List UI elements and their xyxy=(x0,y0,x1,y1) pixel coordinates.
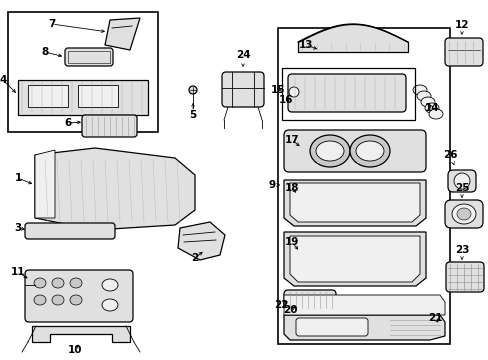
FancyBboxPatch shape xyxy=(25,223,115,239)
Ellipse shape xyxy=(52,278,64,288)
Polygon shape xyxy=(18,80,148,115)
Text: 2: 2 xyxy=(191,253,198,263)
Text: 13: 13 xyxy=(298,40,313,50)
Bar xyxy=(28,85,68,107)
Polygon shape xyxy=(289,183,419,222)
Text: 23: 23 xyxy=(454,245,468,255)
Text: 19: 19 xyxy=(284,237,299,247)
Ellipse shape xyxy=(349,135,389,167)
Text: 16: 16 xyxy=(278,95,293,105)
Text: 11: 11 xyxy=(11,267,25,277)
Polygon shape xyxy=(284,315,444,340)
FancyBboxPatch shape xyxy=(295,318,367,336)
Text: 24: 24 xyxy=(235,50,250,60)
FancyBboxPatch shape xyxy=(444,38,482,66)
Ellipse shape xyxy=(420,97,434,107)
Polygon shape xyxy=(35,150,55,218)
Bar xyxy=(282,68,414,120)
Text: 9: 9 xyxy=(268,180,275,190)
Ellipse shape xyxy=(70,295,82,305)
FancyBboxPatch shape xyxy=(447,170,475,192)
Ellipse shape xyxy=(424,103,438,113)
Polygon shape xyxy=(284,232,425,286)
Bar xyxy=(278,28,449,344)
Ellipse shape xyxy=(453,173,469,189)
Ellipse shape xyxy=(288,87,298,97)
Ellipse shape xyxy=(102,279,118,291)
FancyBboxPatch shape xyxy=(284,290,335,310)
Ellipse shape xyxy=(428,109,442,119)
Text: 7: 7 xyxy=(48,19,56,29)
Ellipse shape xyxy=(456,208,470,220)
Text: 6: 6 xyxy=(64,118,71,128)
Ellipse shape xyxy=(34,278,46,288)
Text: 22: 22 xyxy=(273,300,287,310)
Ellipse shape xyxy=(416,91,430,101)
Bar xyxy=(8,12,158,132)
Polygon shape xyxy=(35,148,195,230)
Text: 3: 3 xyxy=(14,223,21,233)
Ellipse shape xyxy=(34,295,46,305)
FancyBboxPatch shape xyxy=(25,270,133,322)
Text: 4: 4 xyxy=(0,75,7,85)
Polygon shape xyxy=(178,222,224,260)
Polygon shape xyxy=(105,18,140,50)
Bar xyxy=(68,51,110,63)
Polygon shape xyxy=(284,295,444,315)
FancyBboxPatch shape xyxy=(222,72,264,107)
Ellipse shape xyxy=(451,204,475,224)
FancyBboxPatch shape xyxy=(287,74,405,112)
FancyBboxPatch shape xyxy=(65,48,113,66)
Ellipse shape xyxy=(309,135,349,167)
Ellipse shape xyxy=(70,278,82,288)
Text: 25: 25 xyxy=(454,183,468,193)
FancyBboxPatch shape xyxy=(82,115,137,137)
Ellipse shape xyxy=(355,141,383,161)
Ellipse shape xyxy=(52,295,64,305)
Text: 1: 1 xyxy=(14,173,21,183)
Polygon shape xyxy=(32,326,130,342)
Ellipse shape xyxy=(189,86,197,94)
Ellipse shape xyxy=(412,85,426,95)
FancyBboxPatch shape xyxy=(445,262,483,292)
Polygon shape xyxy=(284,180,425,226)
Text: 15: 15 xyxy=(270,85,285,95)
Text: 21: 21 xyxy=(427,313,441,323)
Ellipse shape xyxy=(102,299,118,311)
Text: 8: 8 xyxy=(41,47,48,57)
Text: 14: 14 xyxy=(424,103,438,113)
Text: 10: 10 xyxy=(68,345,82,355)
Text: 26: 26 xyxy=(442,150,456,160)
Text: 12: 12 xyxy=(454,20,468,30)
Text: 17: 17 xyxy=(284,135,299,145)
Text: 20: 20 xyxy=(282,305,297,315)
Text: 18: 18 xyxy=(284,183,299,193)
FancyBboxPatch shape xyxy=(284,130,425,172)
Polygon shape xyxy=(289,236,419,282)
Bar xyxy=(78,85,118,107)
Text: 5: 5 xyxy=(189,110,196,120)
Ellipse shape xyxy=(315,141,343,161)
FancyBboxPatch shape xyxy=(444,200,482,228)
